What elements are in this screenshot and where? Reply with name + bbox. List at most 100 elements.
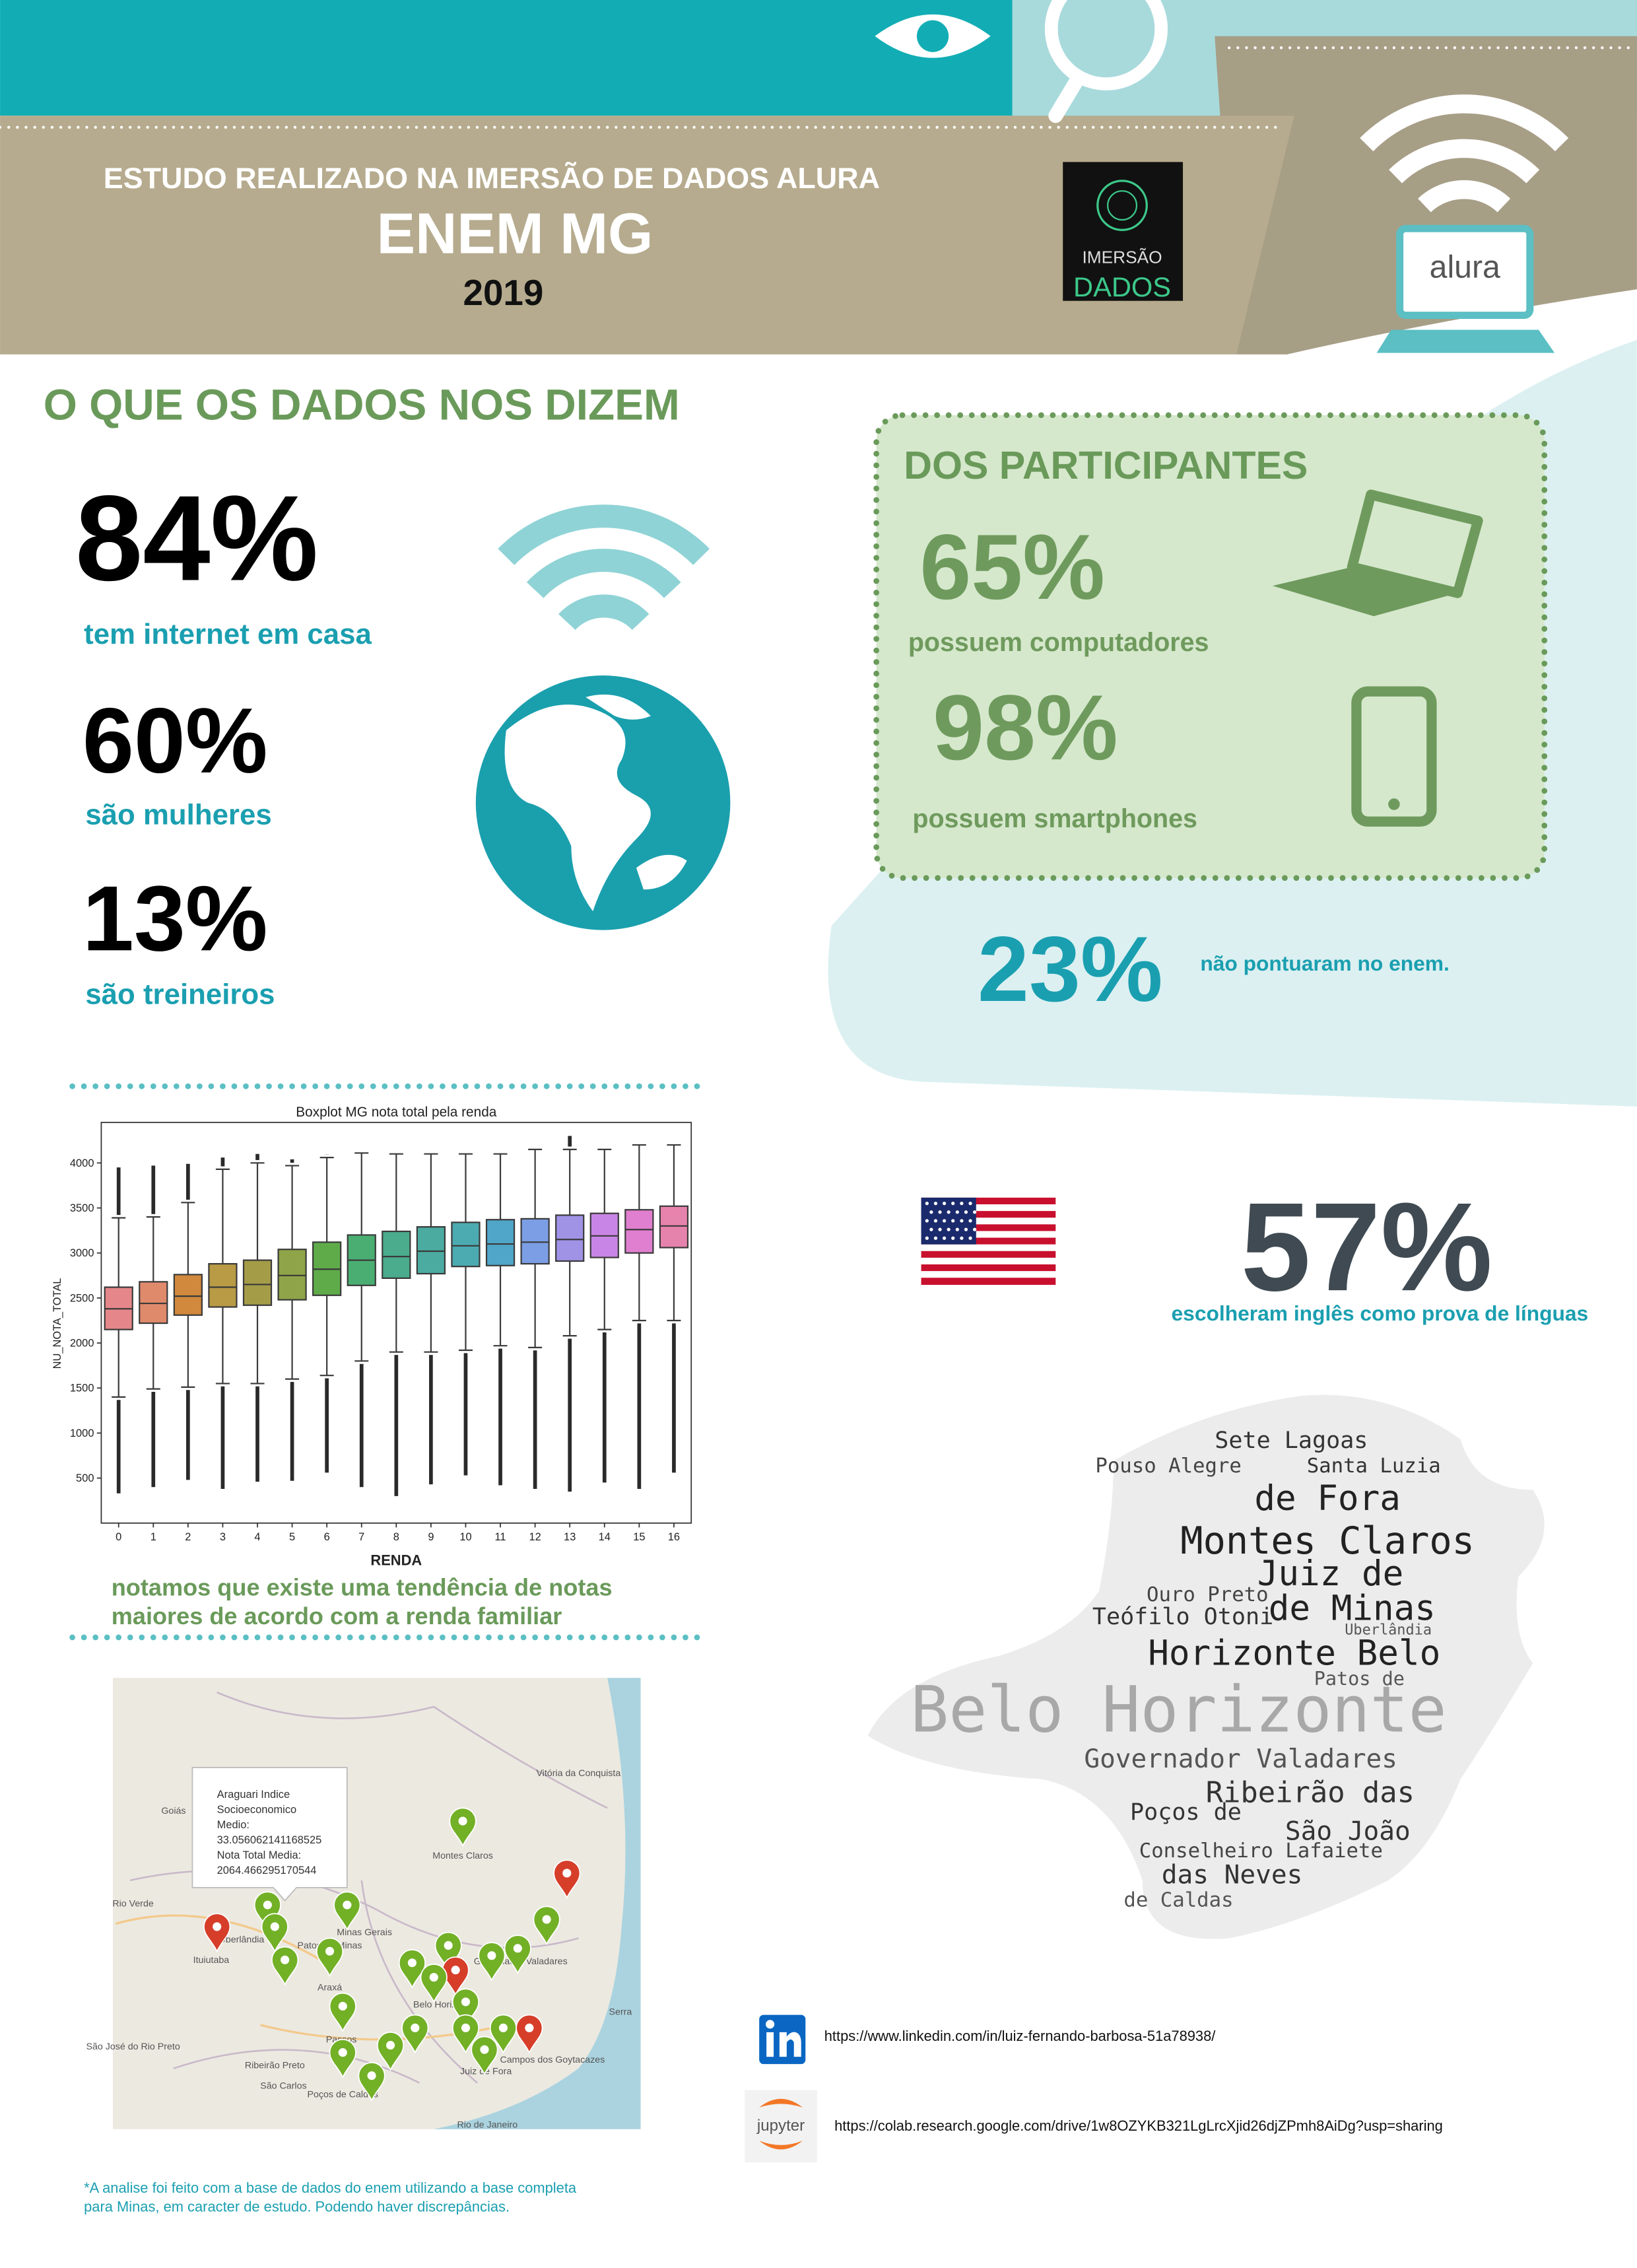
map-pin-dot [513, 1944, 522, 1953]
map-place: Goiás [161, 1806, 185, 1816]
laptop-icon [1272, 489, 1483, 617]
box [555, 1214, 585, 1262]
map-pin [504, 1935, 531, 1975]
map-pin-dot [480, 2045, 489, 2054]
box [277, 1249, 307, 1301]
x-tick-label: 9 [428, 1531, 434, 1543]
map-pin [451, 1988, 480, 2028]
map-pin-dot [562, 1869, 572, 1878]
map-place: Minas Gerais [337, 1927, 392, 1938]
footnote: para Minas, em caracter de estudo. Poden… [84, 2199, 510, 2215]
map-pin-dot [451, 1966, 460, 1975]
map-place: Ituiutaba [193, 1955, 230, 1966]
header-subtitle: ESTUDO REALIZADO NA IMERSÃO DE DADOS ALU… [104, 161, 880, 195]
box [242, 1259, 273, 1306]
map-pin-dot [338, 2048, 347, 2057]
box [485, 1219, 516, 1266]
map-pin [261, 1913, 288, 1953]
x-tick-label: 6 [324, 1531, 330, 1543]
flag-star [968, 1219, 972, 1223]
header-title: ENEM MG [377, 201, 653, 265]
map-pin [489, 2014, 518, 2054]
map-pin [271, 1946, 299, 1986]
box [139, 1281, 168, 1324]
map-pin-dot [487, 1951, 496, 1960]
brand-label: alura [1430, 250, 1500, 285]
wordcloud-shape [867, 1394, 1545, 1939]
logo-mark [1107, 190, 1138, 221]
map-pin-dot [325, 1946, 335, 1956]
flag-star [951, 1236, 955, 1240]
stat-value: 60% [83, 689, 268, 792]
map-water [434, 1678, 641, 2129]
wordcloud-word: Poços de [1130, 1799, 1242, 1826]
stat-label: possuem computadores [908, 628, 1209, 657]
map-pin-dot [542, 1915, 551, 1924]
flag-star [929, 1227, 933, 1231]
alura-icon [1360, 94, 1569, 353]
map-pin-dot [367, 2071, 376, 2080]
link[interactable]: https://colab.research.google.com/drive/… [834, 2117, 1443, 2134]
flag-canton [921, 1197, 976, 1245]
stat-label: possuem smartphones [912, 804, 1197, 833]
map-pin-dot [525, 2023, 534, 2032]
eye-icon [875, 14, 991, 58]
map-popup [191, 1767, 348, 1902]
flag-star [964, 1210, 968, 1214]
y-tick-label: 2500 [70, 1292, 94, 1304]
map-pin-dot [458, 1816, 467, 1826]
y-tick-label: 3000 [70, 1247, 94, 1259]
x-tick-label: 14 [599, 1531, 611, 1543]
map-pin-dot [407, 1958, 417, 1968]
box [382, 1230, 411, 1279]
flag-stripe [921, 1197, 1056, 1205]
flag-star [972, 1210, 977, 1214]
magnifier-icon [1044, 0, 1168, 123]
wordcloud-word: de Caldas [1123, 1888, 1233, 1911]
flag-star [968, 1236, 972, 1240]
link[interactable]: https://www.linkedin.com/in/luiz-fernand… [824, 2028, 1217, 2044]
map-pin [358, 2062, 385, 2102]
flag-star [938, 1210, 942, 1214]
map-pin [376, 2032, 405, 2071]
map-pin-dot [429, 1973, 438, 1982]
box [624, 1209, 654, 1254]
y-tick-label: 1500 [70, 1383, 94, 1394]
wordcloud-word: de Minas [1269, 1589, 1436, 1629]
x-tick-label: 15 [633, 1531, 645, 1543]
map-pin-dot [281, 1955, 290, 1964]
map-pin-dot [461, 1997, 471, 2007]
wordcloud-word: Santa Luzia [1307, 1455, 1441, 1478]
flag-star [925, 1236, 929, 1240]
us-flag [921, 1197, 1056, 1285]
flag-star [933, 1202, 938, 1206]
map-place: Serra [609, 2007, 632, 2018]
flag-star [955, 1210, 959, 1214]
flag-star [960, 1219, 964, 1223]
flag-stripe [921, 1271, 1056, 1278]
stat-value: 84% [75, 469, 318, 605]
y-tick-label: 500 [76, 1472, 94, 1484]
flag-star [929, 1210, 933, 1214]
flag-star [925, 1219, 929, 1223]
caption: maiores de acordo com a renda familiar [112, 1602, 562, 1630]
stat-value: 65% [919, 515, 1105, 619]
flag-stripe [921, 1257, 1056, 1265]
y-tick-label: 3500 [70, 1202, 94, 1214]
x-tick-label: 5 [289, 1531, 295, 1543]
map-popup-text: 2064.466295170544 [217, 1865, 317, 1876]
map-pin [471, 2036, 498, 2076]
map-place: Ribeirão Preto [245, 2061, 305, 2071]
stat-value: 98% [933, 675, 1118, 779]
x-tick-label: 1 [150, 1531, 156, 1543]
flag-stripe [921, 1237, 1056, 1245]
map-pin [316, 1937, 344, 1977]
x-axis-label: RENDA [370, 1552, 422, 1568]
flag-stripe [921, 1251, 1056, 1258]
flag-star [951, 1219, 955, 1223]
y-tick-label: 2000 [70, 1338, 94, 1350]
wordcloud-word: Belo Horizonte [910, 1672, 1446, 1746]
map-place: Poços de Caldas [308, 2089, 379, 2100]
map-pin [420, 1964, 448, 2003]
